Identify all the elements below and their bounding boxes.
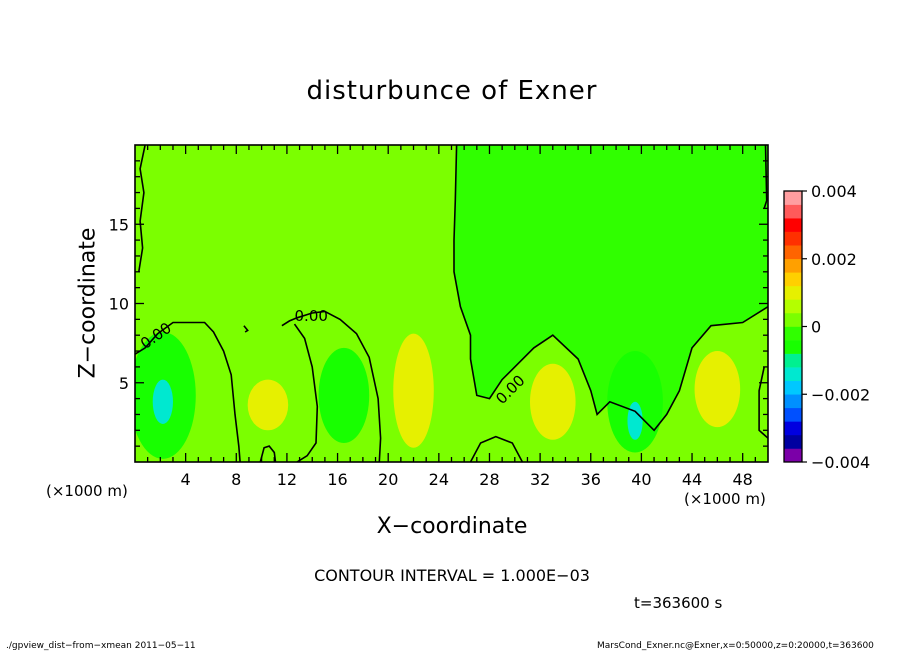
colorbar-swatch — [784, 299, 802, 314]
negative-anomaly-blob — [152, 379, 173, 424]
x-tick-label: 48 — [733, 470, 753, 489]
x-tick-label: 36 — [581, 470, 601, 489]
chart-title: disturbunce of Exner — [306, 76, 598, 106]
colorbar-swatch — [784, 448, 802, 463]
colorbar-swatch — [784, 326, 802, 341]
zero-contour-line — [138, 145, 146, 272]
colorbar-tick-label: 0.004 — [811, 182, 857, 201]
anomaly-blobs — [135, 332, 741, 459]
colorbar-swatch — [784, 380, 802, 395]
x-tick-label: 32 — [530, 470, 550, 489]
positive-anomaly-blob — [694, 351, 741, 428]
zero-contour-line — [763, 145, 768, 209]
x-tick-label: 8 — [231, 470, 241, 489]
colorbar-swatch — [784, 218, 802, 232]
x-tick-label: 16 — [327, 470, 347, 489]
y-axis-label: Z−coordinate — [75, 227, 101, 379]
colorbar: 0.004 0.002 0 −0.002 −0.004 — [783, 182, 870, 472]
colorbar-tick-label: 0.002 — [811, 250, 857, 269]
zero-contours — [135, 145, 768, 462]
colorbar-swatch — [784, 394, 802, 409]
footer-script-name: ./gpview_dist−from−xmean 2011−05−11 — [6, 641, 196, 651]
positive-anomaly-blob — [393, 333, 434, 448]
x-tick-label: 28 — [479, 470, 499, 489]
colorbar-swatch — [784, 204, 802, 219]
negative-anomaly-blob — [607, 351, 663, 453]
zero-contour-line — [281, 310, 382, 462]
colorbar-swatch — [784, 340, 802, 354]
zero-contour-line — [243, 325, 249, 333]
colorbar-swatch — [784, 191, 802, 205]
x-axis-label: X−coordinate — [376, 514, 528, 539]
footer-file-info: MarsCond_Exner.nc@Exner,x=0:50000,z=0:20… — [597, 641, 874, 651]
zero-contour-line — [469, 435, 524, 462]
colorbar-tick-label: −0.004 — [811, 453, 870, 472]
x-tick-label: 4 — [181, 470, 191, 489]
zero-contour-line — [135, 321, 241, 462]
zero-contour-line — [259, 445, 277, 462]
colorbar-tick-label: −0.002 — [811, 385, 870, 404]
colorbar-tick-label: 0 — [811, 318, 821, 337]
x-unit-label-right: (×1000 m) — [684, 490, 766, 508]
positive-anomaly-blob — [529, 363, 576, 440]
colorbar-swatch — [784, 258, 802, 273]
x-tick-label: 20 — [378, 470, 398, 489]
x-tick-label: 24 — [429, 470, 449, 489]
colorbar-swatch — [784, 421, 802, 436]
colorbar-swatch — [784, 434, 802, 449]
x-tick-label: 40 — [631, 470, 651, 489]
colorbar-swatch — [784, 353, 802, 368]
colorbar-swatch — [784, 231, 802, 246]
zero-contour-line — [293, 323, 319, 462]
colorbar-swatch — [784, 367, 802, 381]
plot-area — [135, 145, 768, 462]
y-tick-label: 10 — [109, 295, 129, 314]
contour-interval-text: CONTOUR INTERVAL = 1.000E−03 — [314, 566, 590, 585]
y-tick-label: 5 — [119, 374, 129, 393]
upper-right-negative-region — [454, 145, 768, 431]
contour-label: 0.00 — [295, 307, 328, 325]
zero-contour-line — [758, 366, 768, 439]
colorbar-swatch — [784, 272, 802, 287]
x-unit-label-left: (×1000 m) — [46, 482, 128, 500]
colorbar-swatch — [784, 312, 802, 327]
y-tick-label: 15 — [109, 215, 129, 234]
colorbar-swatch — [784, 245, 802, 260]
x-tick-label: 12 — [277, 470, 297, 489]
axis-ticks — [135, 145, 768, 462]
colorbar-swatch — [784, 407, 802, 422]
time-label: t=363600 s — [634, 594, 723, 612]
negative-anomaly-blob — [627, 401, 643, 440]
negative-anomaly-blob — [318, 347, 370, 443]
positive-anomaly-blob — [247, 379, 289, 431]
x-tick-label: 44 — [682, 470, 702, 489]
colorbar-swatch — [784, 285, 802, 300]
zero-contour-line — [453, 145, 768, 432]
